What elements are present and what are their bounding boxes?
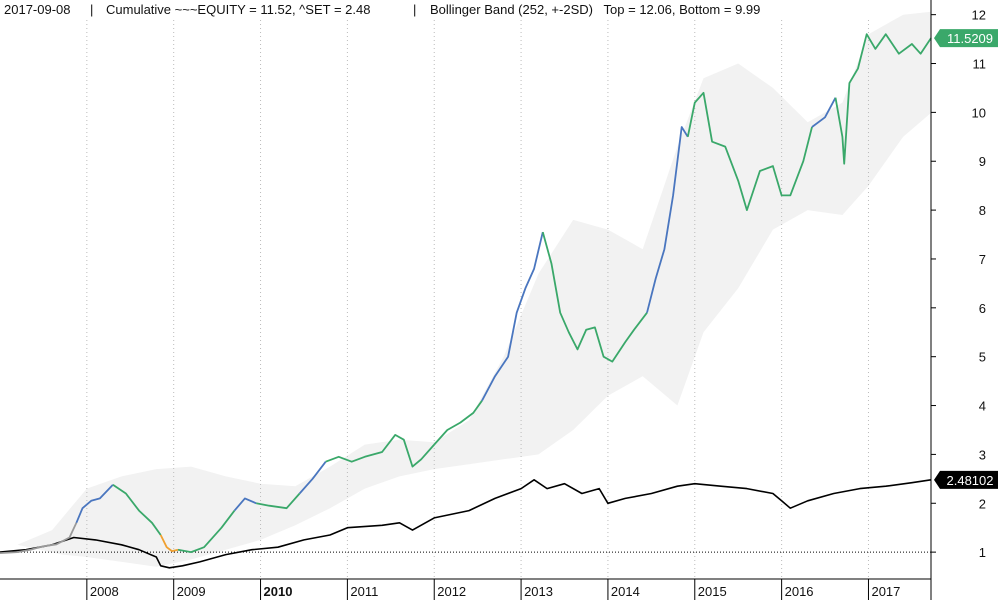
- header-date: 2017-09-08: [4, 2, 71, 17]
- x-tick-label: 2015: [698, 584, 727, 599]
- header-band-info: Bollinger Band (252, +-2SD) Top = 12.06,…: [430, 2, 760, 17]
- set-last-value-tag-text: 2.48102: [947, 473, 994, 488]
- set-last-value-tag: 2.48102: [934, 470, 998, 489]
- y-tick-label: 9: [979, 154, 986, 169]
- y-tick-label: 10: [972, 105, 986, 120]
- series-equity-segment-normal: [686, 91, 813, 212]
- bollinger-band: [17, 11, 931, 567]
- x-tick-label: 2014: [611, 584, 640, 599]
- x-tick-label: 2016: [785, 584, 814, 599]
- x-tick-label: 2013: [524, 584, 553, 599]
- y-tick-label: 1: [979, 545, 986, 560]
- series-equity-segment-up: [298, 461, 327, 495]
- series-equity-segment-down: [159, 534, 179, 552]
- series-equity-segment-normal: [325, 400, 483, 468]
- series-equity-segment-up: [75, 484, 114, 524]
- x-tick-label: 2009: [177, 584, 206, 599]
- series-equity-segment-normal: [177, 510, 236, 553]
- x-tick-label: 2010: [264, 584, 293, 599]
- set-last-value-tag-background: [934, 470, 998, 489]
- y-tick-label: 11: [973, 57, 987, 72]
- x-tick-label: 2008: [90, 584, 119, 599]
- equity-last-value-tag: 11.5209: [934, 29, 998, 48]
- series-equity-segment-flat: [0, 522, 78, 554]
- y-tick-label: 8: [979, 203, 986, 218]
- header-series-info: Cumulative ~~~EQUITY = 11.52, ^SET = 2.4…: [106, 2, 370, 17]
- y-tick-label: 6: [979, 301, 986, 316]
- series-equity-segment-normal: [541, 231, 648, 363]
- y-tick-label: 7: [979, 252, 986, 267]
- series-equity-segment-normal: [112, 483, 162, 536]
- header-separator: |: [90, 2, 93, 17]
- y-tick-label: 5: [979, 350, 986, 365]
- series-equity-segment-up: [646, 126, 689, 313]
- y-tick-label: 3: [979, 447, 986, 462]
- series-equity-segment-normal: [256, 492, 301, 510]
- x-tick-label: 2012: [437, 584, 466, 599]
- equity-last-value-tag-background: [934, 29, 998, 48]
- series-equity-segment-up: [233, 497, 257, 512]
- equity-last-value-tag-text: 11.5209: [947, 31, 993, 46]
- series-equity-segment-up: [481, 231, 544, 402]
- y-tick-label: 4: [979, 399, 986, 414]
- y-tick-label: 12: [972, 8, 986, 23]
- series-set-line: [0, 478, 932, 569]
- y-tick-label: 2: [979, 496, 986, 511]
- series-equity-segment-up: [811, 97, 837, 128]
- series-equity-segment-normal: [834, 33, 932, 165]
- chart-header: 2017-09-08 | Cumulative ~~~EQUITY = 11.5…: [4, 2, 760, 17]
- x-tick-label: 2017: [871, 584, 900, 599]
- header-separator: |: [413, 2, 416, 17]
- x-tick-label: 2011: [350, 584, 378, 599]
